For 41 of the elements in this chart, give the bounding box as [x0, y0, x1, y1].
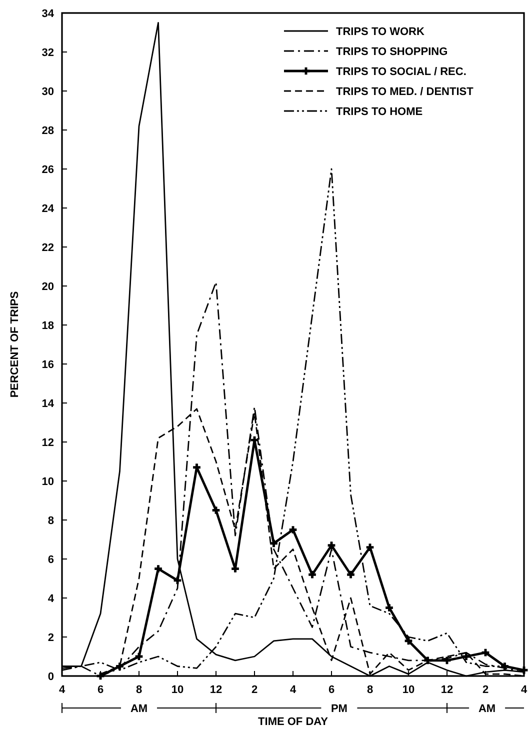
x-tick-label: 8	[366, 684, 374, 696]
y-tick-label: 30	[42, 86, 54, 98]
y-tick-label: 16	[42, 358, 54, 371]
y-tick-label: 26	[42, 164, 54, 176]
x-tick-label: 2	[482, 684, 489, 696]
y-tick-label: 10	[42, 476, 54, 488]
text: AM	[130, 702, 148, 715]
y-tick-label: 4	[48, 592, 55, 605]
y-tick-label: 34	[42, 8, 55, 20]
y-tick-label: 2	[48, 632, 54, 644]
x-tick-label: 6	[97, 684, 104, 696]
x-tick-label: 8	[136, 684, 142, 696]
y-tick-label: 8	[48, 514, 54, 527]
legend-label: TRIPS TO MED. / DENTIST	[336, 86, 474, 98]
x-tick-label: 6	[328, 684, 335, 696]
x-tick-label: 4	[58, 684, 66, 696]
y-tick-label: 22	[42, 242, 54, 254]
y-tick-label: 24	[42, 202, 55, 215]
y-tick-label: 14	[42, 398, 55, 410]
y-tick-label: 28	[42, 124, 54, 137]
x-tick-label: 4	[290, 684, 297, 696]
y-tick-label: 20	[42, 280, 54, 293]
x-tick-label: 10	[402, 684, 415, 696]
x-tick-label: 4	[520, 684, 528, 696]
x-axis-title: TIME OF DAY	[258, 716, 329, 728]
text: AM	[478, 702, 496, 715]
y-tick-label: 32	[42, 46, 54, 59]
x-tick-label: 10	[171, 684, 184, 696]
x-tick-label: 12	[440, 684, 454, 696]
x-tick-label: 2	[251, 684, 258, 696]
y-axis-title: PERCENT OF TRIPS	[9, 291, 21, 398]
legend-label: TRIPS TO HOME	[336, 106, 423, 118]
y-tick-label: 18	[42, 320, 54, 332]
legend-label: TRIPS TO SHOPPING	[336, 46, 448, 58]
text: PM	[330, 702, 348, 715]
legend-label: TRIPS TO WORK	[336, 26, 424, 38]
y-tick-label: 0	[48, 670, 54, 683]
y-tick-label: 12	[42, 436, 54, 449]
legend-label: TRIPS TO SOCIAL / REC.	[336, 66, 466, 78]
y-tick-label: 6	[48, 554, 54, 566]
x-tick-label: 12	[210, 684, 222, 696]
